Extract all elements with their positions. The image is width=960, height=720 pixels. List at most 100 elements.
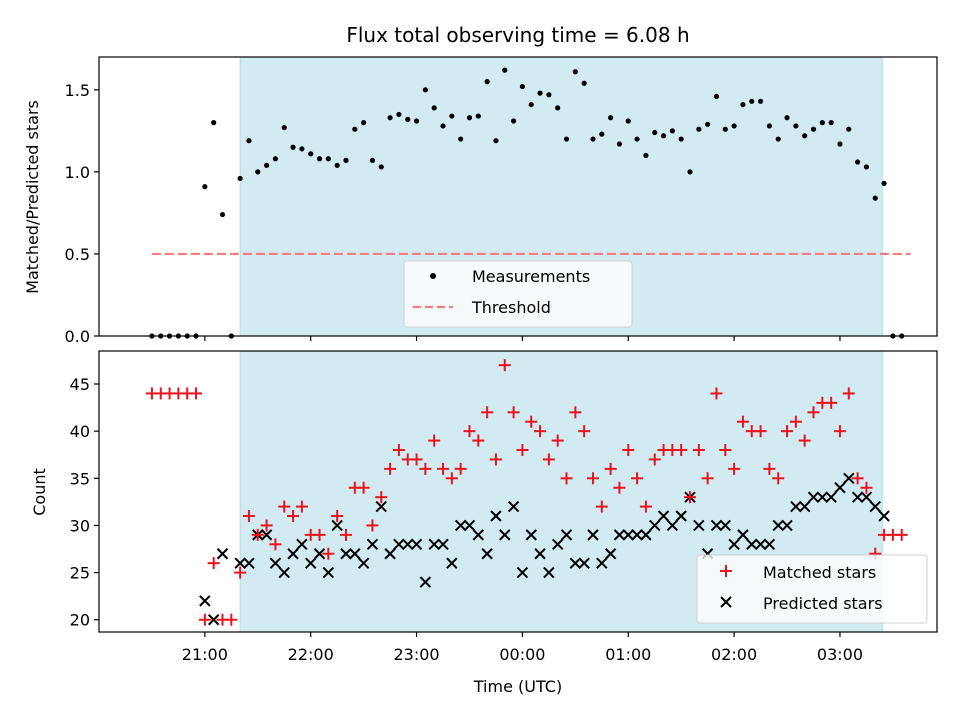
matched-star-point: [463, 425, 476, 438]
matched-star-point: [481, 406, 494, 419]
x-axis-label: Time (UTC): [473, 677, 562, 696]
measurement-point: [299, 146, 305, 152]
measurement-point: [590, 136, 596, 142]
matched-star-point: [772, 472, 785, 485]
measurement-point: [749, 98, 755, 104]
measurement-point: [405, 116, 411, 122]
x-tick-label: 03:00: [817, 645, 863, 664]
measurement-point: [731, 123, 737, 129]
measurement-point: [422, 87, 428, 93]
predicted-star-point: [569, 557, 582, 569]
measurement-point: [863, 164, 870, 170]
predicted-star-point: [781, 519, 793, 532]
measurement-point: [643, 152, 649, 159]
predicted-star-point: [366, 538, 379, 551]
matched-star-point: [754, 425, 767, 438]
predicted-star-point: [490, 510, 502, 522]
counts-y-axis: 20 25 30 35 40 45: [70, 375, 99, 630]
matched-star-point: [613, 481, 626, 494]
matched-star-point: [339, 528, 352, 541]
measurement-point: [819, 120, 825, 126]
matched-star-point: [648, 453, 661, 466]
matched-star-point: [225, 613, 238, 626]
measurement-point: [634, 136, 640, 142]
measurement-point: [678, 136, 684, 142]
matched-star-point: [260, 519, 273, 532]
predicted-star-point: [737, 529, 749, 541]
x-tick-label: 02:00: [711, 645, 757, 664]
predicted-star-point: [304, 557, 317, 569]
predicted-star-point: [296, 538, 308, 551]
chart-title: Flux total observing time = 6.08 h: [346, 23, 689, 47]
measurement-point: [510, 118, 517, 124]
counts-legend-box: [696, 554, 928, 624]
measurement-point: [316, 156, 323, 162]
measurement-point: [466, 115, 473, 121]
counts-y-tick-label: 45: [70, 375, 90, 394]
matched-star-point: [331, 510, 344, 523]
legend-measurements-label: Measurements: [472, 267, 590, 286]
matched-star-point: [287, 510, 300, 523]
matched-star-point: [375, 491, 388, 504]
predicted-star-point: [410, 538, 423, 551]
measurement-point: [528, 101, 534, 108]
predicted-star-point: [763, 538, 776, 551]
predicted-star-point: [543, 566, 555, 579]
measurement-point: [255, 169, 261, 175]
matched-star-point: [525, 415, 538, 428]
ratio-y-axis: 0.0 0.5 1.0 1.5: [65, 81, 99, 346]
matched-star-point: [551, 434, 564, 447]
matched-star-point: [675, 444, 688, 457]
measurement-point: [519, 83, 526, 90]
measurement-point: [308, 151, 314, 157]
measurement-point: [881, 180, 887, 186]
matched-star-point: [507, 406, 520, 419]
matched-star-point: [242, 510, 255, 523]
matched-star-point: [419, 462, 432, 475]
matched-star-point: [684, 491, 697, 504]
predicted-star-point: [534, 548, 546, 560]
predicted-star-point: [207, 614, 220, 626]
predicted-star-point: [349, 548, 361, 560]
measurement-point: [766, 123, 773, 129]
measurement-point: [343, 157, 349, 163]
measurement-point: [396, 111, 402, 118]
predicted-star-point: [278, 566, 290, 579]
matched-star-point: [428, 434, 441, 447]
matched-star-point: [392, 444, 405, 457]
predicted-star-point: [560, 529, 573, 541]
measurement-point: [361, 120, 367, 126]
measurement-point: [713, 93, 720, 99]
legend-predicted-label: Predicted stars: [763, 594, 883, 613]
predicted-star-point: [499, 529, 511, 541]
matched-star-point: [410, 453, 423, 466]
predicted-star-point: [419, 576, 432, 588]
matched-star-point: [736, 415, 749, 428]
predicted-star-point: [551, 538, 564, 551]
predicted-star-point: [481, 548, 493, 560]
ratio-x-ticks: [204, 336, 841, 341]
measurement-point: [202, 184, 208, 190]
measurement-point: [325, 156, 331, 162]
measurement-point: [458, 136, 464, 142]
predicted-star-point: [260, 529, 273, 541]
legend-matched-marker: [720, 565, 732, 577]
ratio-plot-frame: [98, 56, 938, 337]
predicted-star-point: [331, 519, 343, 532]
predicted-star-point: [357, 557, 370, 569]
matched-star-point: [789, 415, 802, 428]
matched-star-point: [825, 396, 838, 409]
ratio-legend-box: [403, 260, 633, 328]
matched-star-point: [639, 500, 652, 513]
matched-star-point: [701, 472, 714, 485]
measurement-point: [264, 162, 270, 168]
matched-star-point: [322, 547, 335, 560]
measurement-point: [352, 126, 358, 132]
matched-star-point: [728, 462, 741, 475]
predicted-star-point: [604, 548, 617, 560]
predicted-star-point: [878, 510, 890, 522]
predicted-star-point: [807, 491, 820, 503]
matched-star-point: [366, 519, 379, 532]
predicted-star-point: [516, 566, 529, 579]
